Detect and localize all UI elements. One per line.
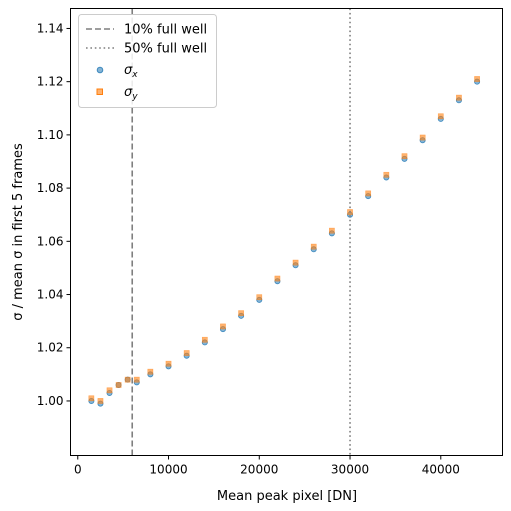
y-tick-label: 1.10	[37, 128, 64, 142]
y-tick-label: 1.06	[37, 234, 64, 248]
data-point-sigma-y	[292, 259, 299, 266]
y-tick-label: 1.02	[37, 341, 64, 355]
data-point-sigma-y	[437, 113, 444, 120]
x-tick-label: 10000	[149, 463, 187, 477]
data-point-sigma-y	[419, 134, 426, 141]
y-tick-label: 1.12	[37, 75, 64, 89]
data-point-sigma-y	[165, 360, 172, 367]
data-point-sigma-y	[97, 398, 104, 404]
legend-box	[78, 14, 217, 108]
data-point-sigma-y	[106, 387, 113, 394]
legend-label-50pct-full-well: 50% full well	[124, 42, 207, 57]
legend-label-sigma-x: σx	[124, 63, 138, 80]
x-tick-label: 0	[74, 463, 82, 477]
x-tick-label: 20000	[240, 463, 278, 477]
data-point-sigma-y	[310, 243, 317, 250]
x-axis-label: Mean peak pixel [DN]	[217, 489, 357, 504]
y-tick-label: 1.08	[37, 181, 64, 195]
x-tick-label: 40000	[422, 463, 460, 477]
data-point-sigma-y	[383, 171, 390, 178]
data-point-sigma-y	[124, 376, 131, 383]
data-point-sigma-y	[365, 190, 372, 197]
y-tick-label: 1.14	[37, 21, 64, 35]
data-point-sigma-y	[115, 382, 122, 388]
plot-frame	[70, 8, 503, 456]
y-tick-label: 1.00	[37, 394, 64, 408]
series-sigma-x	[88, 78, 481, 407]
legend-circle-marker	[96, 66, 104, 74]
y-axis: 1.00 1.02 1.04 1.06 1.08 1.10 1.12 1.14	[37, 21, 71, 408]
data-point-sigma-y	[456, 94, 462, 101]
x-tick-label: 30000	[331, 463, 369, 477]
data-point-sigma-y	[147, 368, 154, 375]
y-tick-label: 1.04	[37, 288, 64, 302]
data-point-sigma-y	[401, 153, 408, 160]
data-points	[88, 76, 481, 407]
legend-label-sigma-y: σy	[124, 85, 138, 102]
data-point-sigma-y	[201, 336, 208, 343]
data-point-sigma-y	[274, 275, 281, 282]
data-point-sigma-y	[329, 227, 335, 234]
legend-label-10pct-full-well: 10% full well	[124, 23, 207, 38]
data-point-sigma-y	[88, 395, 95, 402]
x-axis: 0 10000 20000 30000 40000	[74, 455, 460, 477]
series-sigma-y	[88, 76, 480, 404]
data-point-sigma-y	[133, 376, 140, 383]
data-point-sigma-y	[238, 310, 244, 317]
y-axis-label: σ / mean σ in first 5 frames	[11, 143, 26, 321]
legend: 10% full well 50% full well σx σy	[78, 14, 217, 108]
data-point-sigma-y	[183, 350, 190, 356]
legend-square-marker	[96, 88, 103, 95]
data-point-sigma-y	[220, 323, 226, 330]
data-point-sigma-y	[256, 294, 263, 301]
data-point-sigma-y	[474, 76, 480, 82]
